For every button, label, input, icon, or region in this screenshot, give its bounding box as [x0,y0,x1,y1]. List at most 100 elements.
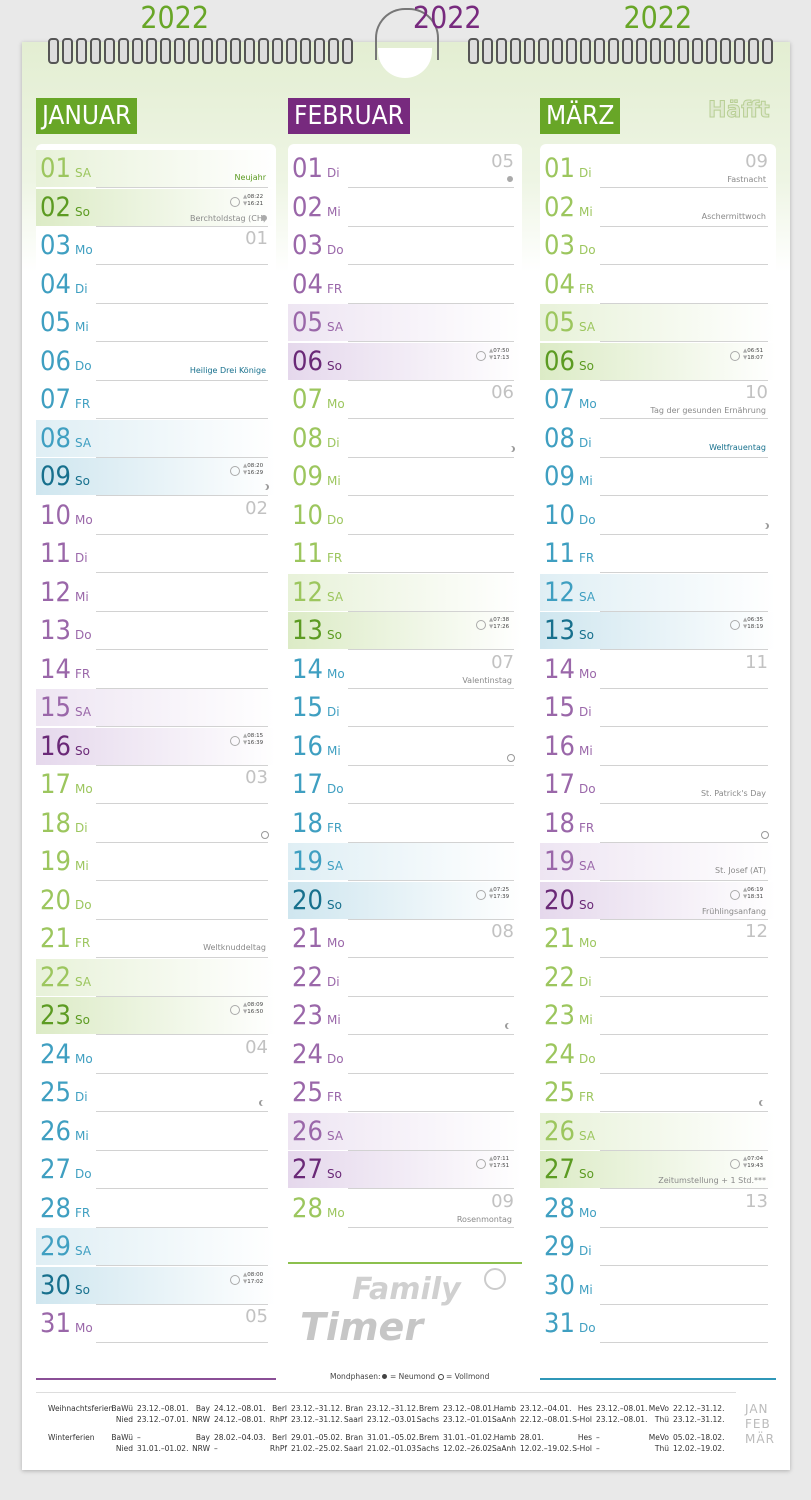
weekend-band [540,1151,776,1188]
row-line [96,1034,268,1035]
dates: 12.02.–19.02. [673,1444,725,1453]
row-line [348,379,514,381]
sun-icon [230,196,240,207]
sunrise: 08:20 [243,463,263,470]
day-number: 10 [292,499,323,531]
weekday: So [75,743,90,758]
day-number: 14 [292,653,323,685]
weekday: Mo [579,666,597,681]
weekday: Mi [327,204,341,219]
moon-last [261,1100,267,1106]
weekday: So [579,628,594,642]
sunset: 16:39 [243,740,263,747]
sun-times: 07:2517:39 [489,887,509,901]
row-line [348,264,514,265]
weekday: FR [579,1090,595,1104]
binding-ring [636,38,647,64]
logo-family: Family [352,1272,461,1307]
day-number: 03 [544,230,575,261]
day-number: 25 [40,1077,71,1108]
row-line [600,187,768,188]
moon-first [261,484,267,490]
weekday: So [327,897,342,912]
row-line [96,572,268,573]
row-line [96,1226,268,1228]
binding-ring [188,38,199,64]
moon-full [261,830,269,839]
day-note: Aschermittwoch [701,211,766,221]
day-number: 14 [40,653,71,685]
day-number: 07 [544,384,575,415]
week-number: 02 [245,497,268,519]
state: Nied [115,1444,133,1453]
month-year: 2022 [412,1,482,36]
day-note: Weltfrauentag [709,442,766,452]
day-number: 17 [40,769,71,800]
weekday: Do [75,358,92,373]
row-line [96,880,268,881]
state: S-Hol [572,1444,592,1453]
row-line [96,264,268,265]
state: RhPf [269,1415,287,1424]
binding-ring [608,38,619,64]
weekend-band [288,304,522,341]
binding-ring [328,38,339,64]
row-line [348,572,514,573]
row-line [348,1149,514,1151]
binding-ring [622,38,633,64]
moon-legend-title: Mondphasen: [330,1372,381,1381]
weekday: Mi [75,859,89,873]
weekday: SA [579,859,596,873]
sun-times: 07:5017:13 [489,348,509,362]
binding-ring [230,38,241,64]
logo-plus [484,1268,506,1290]
row-line [600,687,768,689]
binding-ring [300,38,311,64]
row-line [600,957,768,958]
row-line [96,456,268,458]
weekday: So [327,1167,342,1181]
binding-ring [720,38,731,64]
day-number: 02 [292,191,323,223]
day-number: 27 [292,1154,323,1185]
weekend-band [288,612,522,649]
dates: 21.02.–25.02. [291,1444,343,1453]
day-number: 02 [544,191,575,223]
dates: – [214,1444,218,1453]
weekday: Mo [579,397,597,411]
row-line [600,1149,768,1151]
day-number: 23 [292,1000,323,1031]
binding-ring [342,38,353,64]
day-number: 24 [292,1038,323,1070]
row-line [348,918,514,920]
week-number: 11 [745,651,768,673]
binding-ring [160,38,171,64]
dates: 28.01. [520,1433,544,1442]
dates: 23.12.–01.01. [443,1415,495,1424]
row-line [348,726,514,727]
sunrise: 07:50 [489,348,509,355]
row-line [96,379,268,381]
sunset: 18:07 [743,355,763,362]
weekday: Mi [327,474,341,488]
sunrise: 06:51 [743,348,763,355]
weekday: SA [327,589,344,604]
weekday: FR [327,1090,343,1104]
dates: 23.12.–07.01. [137,1415,189,1424]
day-number: 16 [40,730,71,762]
binding-ring [482,38,493,64]
sun-times: 07:3817:26 [489,617,509,631]
day-number: 09 [40,461,71,492]
row-line [600,1034,768,1035]
day-number: 08 [40,422,71,454]
dates: 31.01.–05.02. [367,1433,419,1442]
dates: 24.12.–08.01. [214,1415,266,1424]
sun-icon [230,1005,240,1015]
weekday: FR [327,820,343,835]
weekend-band [288,843,522,880]
row-line [348,418,514,419]
state: MeVo [648,1433,669,1442]
sun-times: 06:1918:31 [743,887,763,901]
weekend-band [540,1112,776,1150]
weekday: Mo [327,936,345,950]
